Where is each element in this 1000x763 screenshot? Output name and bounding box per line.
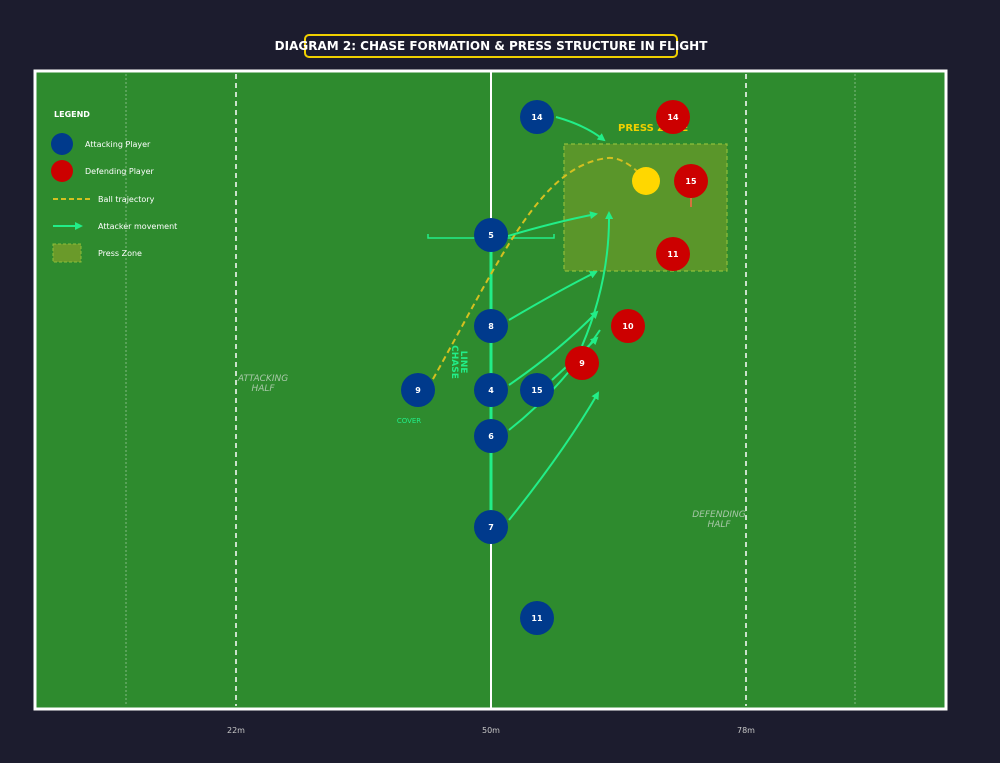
attacking-half-label-1: ATTACKING: [237, 374, 288, 384]
svg-text:14: 14: [531, 113, 543, 122]
svg-text:10: 10: [622, 322, 634, 331]
attacker-player-5: 5: [474, 218, 508, 252]
arrow-7: [508, 391, 600, 521]
legend-title: LEGEND: [54, 110, 90, 119]
zone-swatch-icon: [52, 243, 82, 263]
attacking-half-label-2: HALF: [251, 384, 275, 394]
legend-label-attacking: Attacking Player: [85, 140, 151, 149]
svg-text:LINE: LINE: [458, 351, 468, 374]
svg-text:11: 11: [667, 250, 679, 259]
legend-label-press-zone: Press Zone: [98, 249, 142, 258]
svg-text:CHASE: CHASE: [449, 345, 459, 379]
ball-trajectory: [427, 156, 641, 389]
press-zone: [563, 143, 728, 272]
legend: LEGEND Attacking Player Defending Player…: [51, 110, 177, 263]
defender-player-11: 11: [656, 237, 690, 271]
attacker-swatch-icon: [51, 133, 73, 155]
attacker-player-7: 7: [474, 510, 508, 544]
svg-text:14: 14: [667, 113, 679, 122]
svg-text:6: 6: [488, 432, 494, 441]
svg-text:11: 11: [531, 614, 543, 623]
attacker-player-11: 11: [520, 601, 554, 635]
svg-text:7: 7: [488, 523, 494, 532]
defender-swatch-icon: [51, 160, 73, 182]
arrow-to-press: [581, 211, 614, 347]
axis-label-78m: 78m: [737, 726, 755, 735]
attacker-player-9: 9: [401, 373, 435, 407]
legend-label-defending: Defending Player: [85, 167, 154, 176]
svg-text:15: 15: [531, 386, 543, 395]
defender-player-15: 15: [674, 164, 708, 198]
defending-half-label-1: DEFENDING: [692, 510, 746, 520]
defender-player-14: 14: [656, 100, 690, 134]
arrow-8: [508, 271, 598, 321]
svg-text:8: 8: [488, 322, 494, 331]
svg-text:9: 9: [579, 359, 585, 368]
attacker-player-15: 15: [520, 373, 554, 407]
attacker-player-14: 14: [520, 100, 554, 134]
axis-label-50m: 50m: [482, 726, 500, 735]
diagram-title: DIAGRAM 2: CHASE FORMATION & PRESS STRUC…: [275, 34, 707, 58]
arrow-6: [508, 329, 601, 431]
axis-label-22m: 22m: [227, 726, 245, 735]
arrow-14: [555, 116, 606, 142]
arrow-5: [507, 211, 598, 237]
legend-label-movement: Attacker movement: [98, 222, 177, 231]
defender-player-9: 9: [565, 346, 599, 380]
svg-text:5: 5: [488, 231, 494, 240]
attacker-movement-arrows: [507, 116, 614, 521]
attacker-player-4: 4: [474, 373, 508, 407]
svg-text:4: 4: [488, 386, 494, 395]
press-zone-label: PRESS ZONE: [618, 123, 688, 134]
attacker-player-8: 8: [474, 309, 508, 343]
defending-half-label-2: HALF: [707, 520, 731, 530]
attacker-player-6: 6: [474, 419, 508, 453]
cover-label: COVER: [397, 417, 421, 425]
arrow-4: [508, 310, 599, 386]
ball-icon: [632, 167, 660, 195]
svg-text:9: 9: [415, 386, 421, 395]
svg-text:15: 15: [685, 177, 697, 186]
chase-line-label: CHASE LINE: [449, 345, 468, 379]
legend-label-trajectory: Ball trajectory: [98, 195, 155, 204]
defender-player-10: 10: [611, 309, 645, 343]
